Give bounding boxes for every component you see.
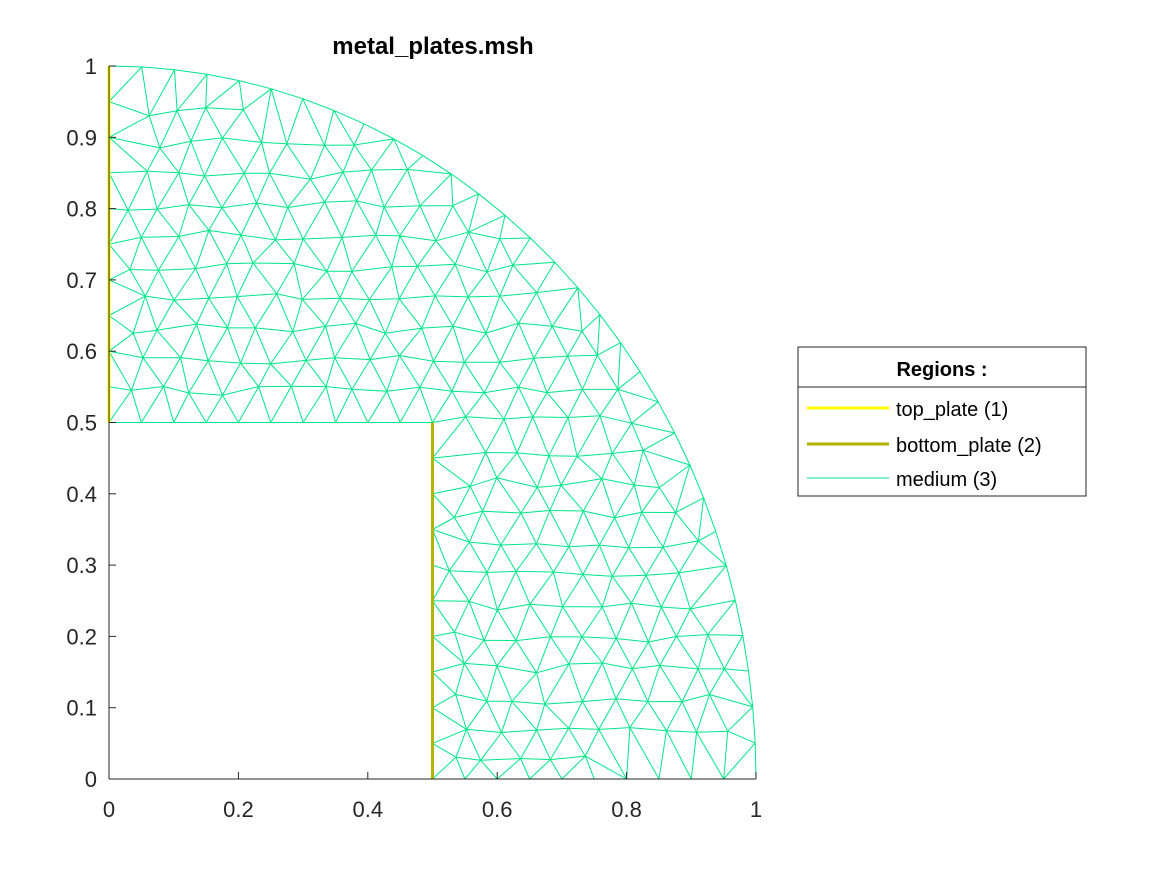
legend-label-top-plate: top_plate (1) [896,399,1008,421]
axes: 0 0.2 0.4 0.6 0.8 1 0 0.1 0.2 0.3 0.4 0.5 0.6 0.7 0.8 0… [66,54,762,822]
legend-label-bottom-plate: bottom_plate (2) [896,435,1042,457]
y-tick-label-0: 0 [85,767,97,792]
x-tick-label-5: 1 [750,797,762,822]
y-tick-label-5: 0.5 [66,411,97,436]
y-tick-label-8: 0.8 [66,197,97,222]
legend-label-medium: medium (3) [896,469,997,491]
chart-title: metal_plates.msh [332,33,533,60]
y-tick-label-6: 0.6 [66,339,97,364]
y-tick-label-4: 0.4 [66,482,97,507]
x-tick-label-0: 0 [103,797,115,822]
x-tick-label-2: 0.4 [353,797,384,822]
y-tick-label-9: 0.9 [66,125,97,150]
y-tick-label-3: 0.3 [66,553,97,578]
y-tick-label-10: 1 [85,54,97,79]
legend-box [797,346,1087,497]
x-tick-label-1: 0.2 [223,797,254,822]
y-tick-label-2: 0.2 [66,624,97,649]
legend-title: Regions : [896,359,987,381]
y-tick-label-7: 0.7 [66,268,97,293]
y-tick-label-1: 0.1 [66,696,97,721]
x-tick-label-3: 0.6 [482,797,513,822]
x-tick-label-4: 0.8 [611,797,642,822]
legend: Regions : top_plate (1) bottom_plate (2)… [797,346,1087,497]
